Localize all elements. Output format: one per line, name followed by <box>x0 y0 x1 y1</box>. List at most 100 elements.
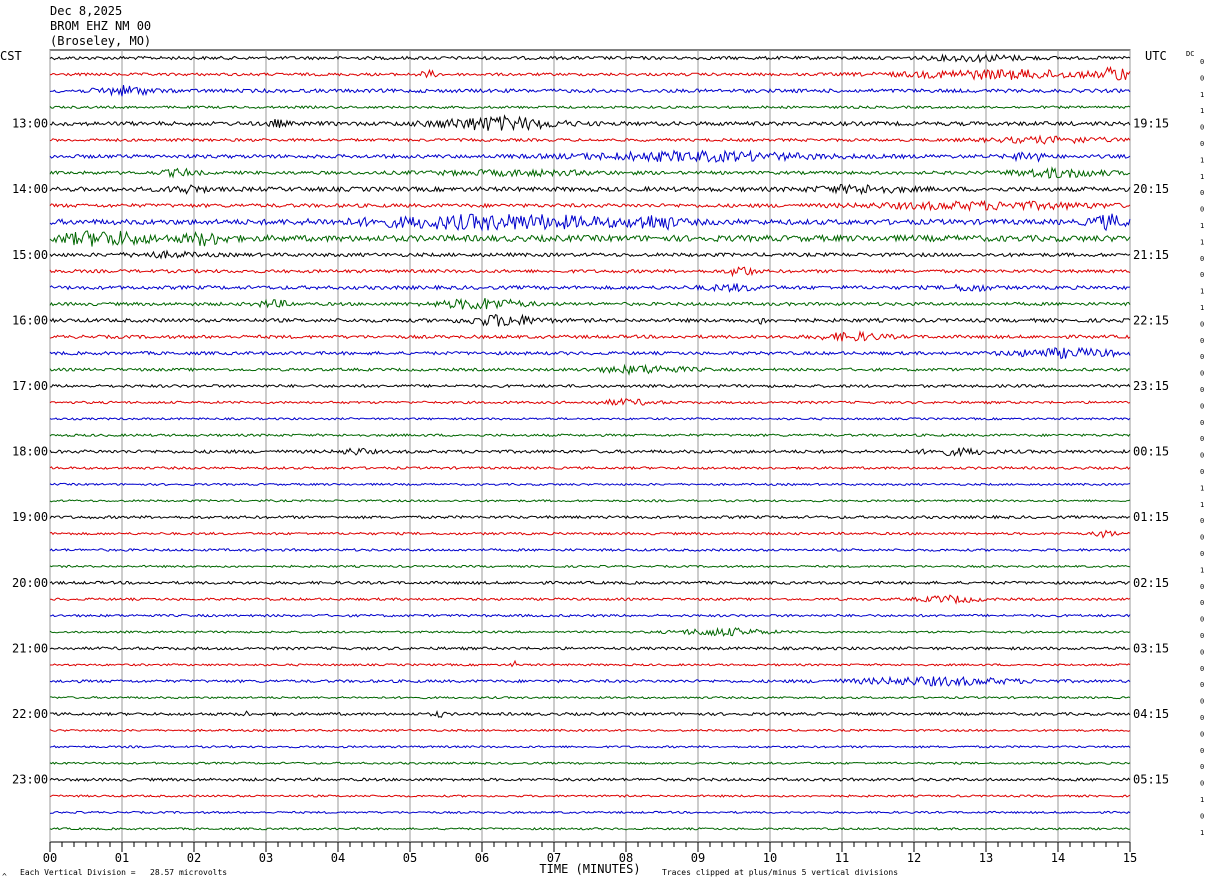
x-tick-label: 06 <box>475 851 489 865</box>
clip-note: Traces clipped at plus/minus 5 vertical … <box>662 868 898 877</box>
utc-hour-label: 05:15 <box>1133 773 1169 787</box>
utc-hour-label: 04:15 <box>1133 707 1169 721</box>
dc-offset-value: 0 <box>1200 402 1204 410</box>
dc-offset-value: 0 <box>1200 534 1204 542</box>
dc-offset-value: 0 <box>1200 386 1204 394</box>
trace-line <box>49 417 1131 421</box>
utc-hour-label: 20:15 <box>1133 182 1169 196</box>
dc-offset-value: 0 <box>1200 271 1204 279</box>
cst-hour-label: 23:00 <box>12 773 48 787</box>
dc-offset-value: 1 <box>1200 173 1204 181</box>
header-date: Dec 8,2025 <box>50 4 123 18</box>
trace-line <box>49 297 1131 310</box>
cst-hour-label: 22:00 <box>12 707 48 721</box>
trace-line <box>49 777 1131 782</box>
utc-hour-label: 19:15 <box>1133 117 1169 131</box>
trace-line <box>49 199 1131 213</box>
x-tick-label: 12 <box>907 851 921 865</box>
axis-labels: CST UTC DC TIME (MINUTES) Each Vertical … <box>0 49 1204 881</box>
trace-line <box>49 529 1131 539</box>
trace-line <box>49 709 1131 718</box>
dc-offset-value: 1 <box>1200 829 1204 837</box>
right-timezone-label: UTC <box>1145 49 1167 63</box>
trace-line <box>49 383 1131 389</box>
x-tick-label: 07 <box>547 851 561 865</box>
trace-line <box>49 105 1131 110</box>
dc-offset-value: 0 <box>1200 255 1204 263</box>
cst-hour-label: 14:00 <box>12 182 48 196</box>
cst-hour-label: 18:00 <box>12 445 48 459</box>
dc-offset-value: 0 <box>1200 189 1204 197</box>
trace-line <box>49 65 1131 81</box>
x-axis-title: TIME (MINUTES) <box>539 862 640 876</box>
x-tick-label: 14 <box>1051 851 1065 865</box>
utc-hour-label: 00:15 <box>1133 445 1169 459</box>
x-tick-label: 04 <box>331 851 345 865</box>
trace-line <box>50 659 1131 668</box>
trace-line <box>49 646 1131 651</box>
dc-offset-value: 0 <box>1200 599 1204 607</box>
dc-offset-value: 1 <box>1200 156 1204 164</box>
dc-offset-value: 0 <box>1200 419 1204 427</box>
cst-hour-label: 16:00 <box>12 313 48 327</box>
trace-line <box>49 675 1131 687</box>
dc-offset-value: 0 <box>1200 681 1204 689</box>
time-grid <box>49 49 1131 852</box>
dc-offset-value: 0 <box>1200 698 1204 706</box>
header-location: (Broseley, MO) <box>50 34 152 48</box>
trace-line <box>49 183 1131 196</box>
trace-line <box>49 580 1130 586</box>
trace-line <box>49 149 1131 163</box>
x-tick-label: 15 <box>1123 851 1137 865</box>
dc-offset-value: 0 <box>1200 58 1204 66</box>
utc-hour-label: 01:15 <box>1133 510 1169 524</box>
dc-label: DC <box>1186 50 1194 58</box>
cst-hour-label: 15:00 <box>12 248 48 262</box>
dc-offset-value: 0 <box>1200 452 1204 460</box>
dc-offset-value: 0 <box>1200 435 1204 443</box>
trace-line <box>49 728 1131 733</box>
trace-line <box>49 282 1131 293</box>
cst-hour-label: 13:00 <box>12 117 48 131</box>
cst-hour-label: 20:00 <box>12 576 48 590</box>
dc-offset-value: 0 <box>1200 206 1204 214</box>
trace-line <box>49 594 1131 605</box>
x-tick-label: 05 <box>403 851 417 865</box>
dc-offset-value: 1 <box>1200 222 1204 230</box>
dc-offset-value: 1 <box>1200 796 1204 804</box>
trace-line <box>49 213 1131 232</box>
corner-mark: ^ <box>2 872 7 881</box>
trace-line <box>49 85 1131 97</box>
dc-offset-value: 0 <box>1200 812 1204 820</box>
dc-offset-value: 0 <box>1200 337 1204 345</box>
header-station: BROM EHZ NM 00 <box>50 19 152 33</box>
dc-offset-value: 1 <box>1200 501 1204 509</box>
left-timezone-label: CST <box>0 49 22 63</box>
trace-line <box>49 482 1131 487</box>
trace-line <box>49 613 1131 618</box>
x-tick-label: 10 <box>763 851 777 865</box>
plot-frame <box>49 49 1131 843</box>
dc-offset-value: 1 <box>1200 91 1204 99</box>
trace-line <box>49 230 1131 247</box>
x-tick-label: 00 <box>43 851 57 865</box>
trace-line <box>49 330 1131 342</box>
trace-line <box>49 363 1131 376</box>
dc-offset-value: 0 <box>1200 124 1204 132</box>
dc-offset-value: 0 <box>1200 616 1204 624</box>
utc-hour-label: 03:15 <box>1133 641 1169 655</box>
dc-offset-value: 0 <box>1200 320 1204 328</box>
cst-hour-label: 19:00 <box>12 510 48 524</box>
dc-offset-value: 1 <box>1200 238 1204 246</box>
trace-line <box>49 447 1131 458</box>
dc-offset-value: 0 <box>1200 468 1204 476</box>
dc-offset-value: 0 <box>1200 632 1204 640</box>
dc-offset-value: 0 <box>1200 747 1204 755</box>
trace-line <box>49 266 1131 278</box>
trace-line <box>49 53 1131 64</box>
trace-line <box>49 249 1131 260</box>
utc-hour-label: 02:15 <box>1133 576 1169 590</box>
dc-offset-value: 0 <box>1200 74 1204 82</box>
x-tick-label: 01 <box>115 851 129 865</box>
